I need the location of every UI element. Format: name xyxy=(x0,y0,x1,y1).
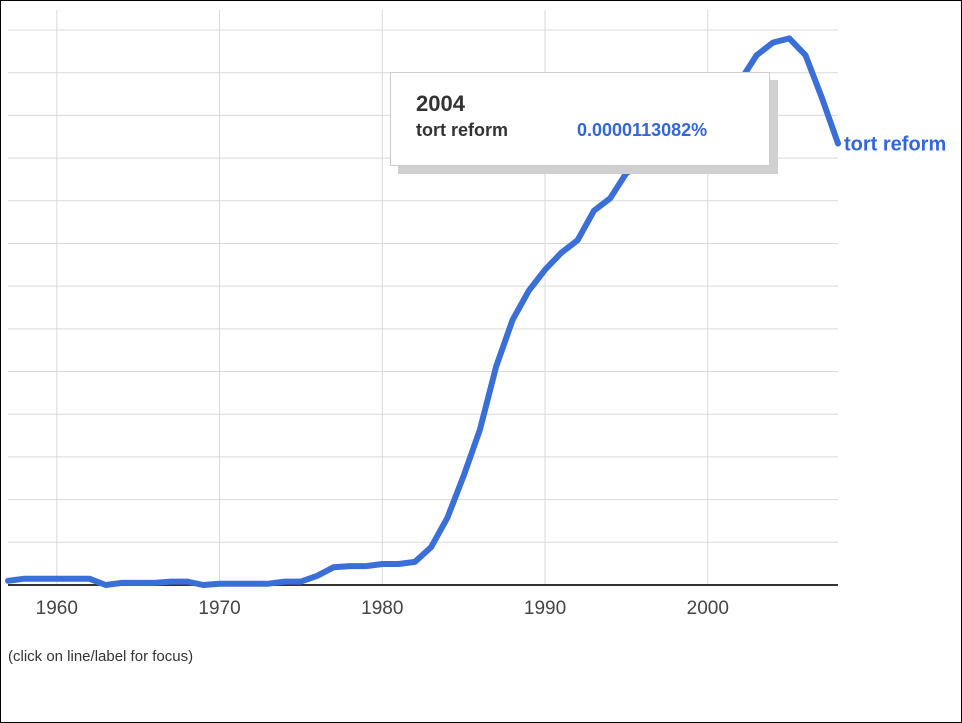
tooltip-series-name: tort reform xyxy=(416,120,509,140)
tooltip: 2004 tort reform 0.0000113082% xyxy=(390,72,770,166)
focus-hint: (click on line/label for focus) xyxy=(8,648,194,665)
grid-lines xyxy=(8,10,838,585)
x-tick-label: 1970 xyxy=(198,598,240,619)
x-tick-label: 2000 xyxy=(687,598,729,619)
tooltip-value: 0.0000113082% xyxy=(577,120,708,140)
x-axis-ticks: 1960 1970 1980 1990 2000 xyxy=(36,598,729,619)
series-label-tort-reform[interactable]: tort reform xyxy=(844,134,946,156)
x-tick-label: 1960 xyxy=(36,598,78,619)
x-tick-label: 1980 xyxy=(361,598,403,619)
x-tick-label: 1990 xyxy=(524,598,566,619)
tooltip-year: 2004 xyxy=(416,91,465,116)
